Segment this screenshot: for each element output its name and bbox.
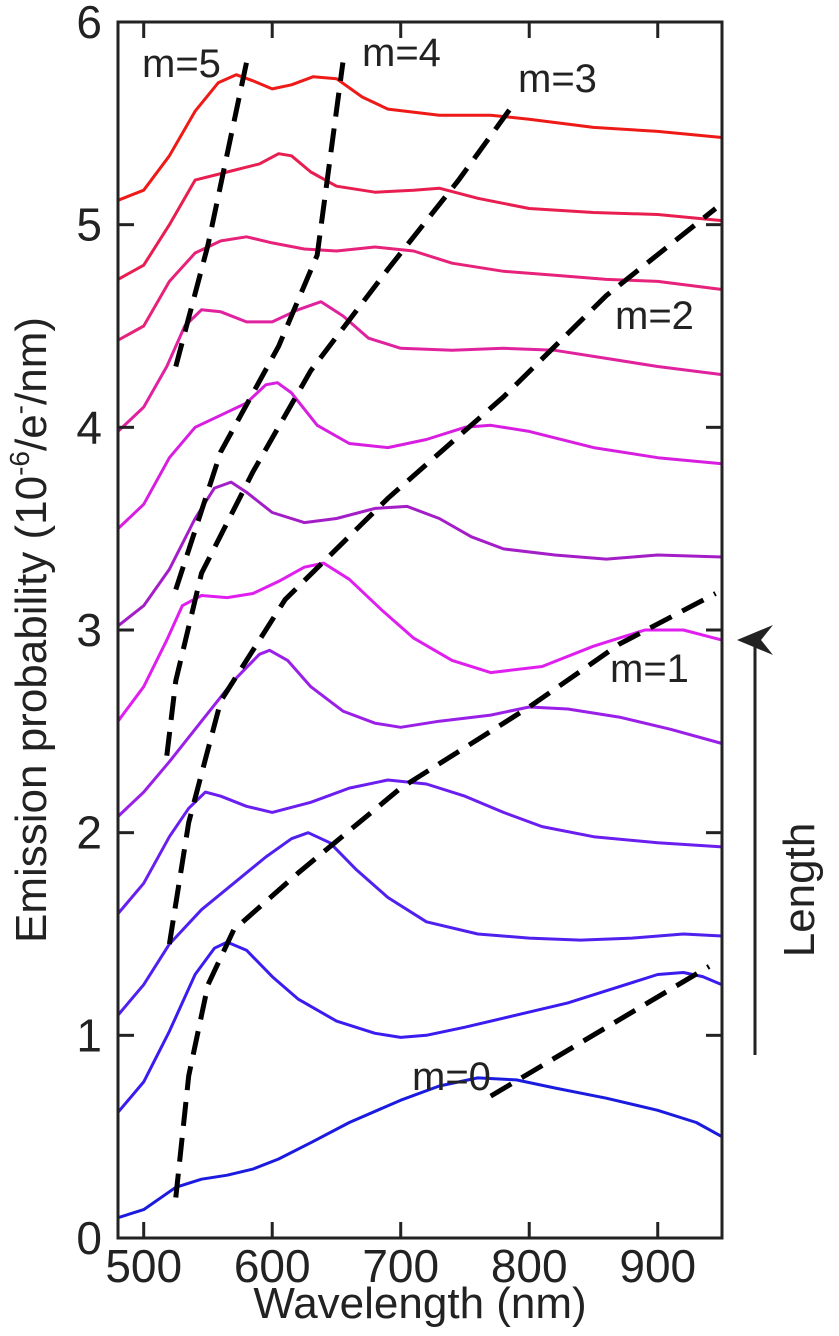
- spectrum-line-11: [117, 73, 723, 202]
- spectrum-line-4: [116, 648, 723, 818]
- mode-label-m5: m=5: [142, 42, 221, 86]
- y-tick-label-6: 6: [76, 0, 102, 48]
- spectrum-line-9: [117, 235, 723, 342]
- y-tick-label-2: 2: [76, 807, 102, 859]
- y-tick-label-4: 4: [76, 401, 102, 453]
- mode-label-m2: m=2: [615, 294, 694, 338]
- spectrum-line-7: [116, 381, 723, 530]
- x-axis-title: Wavelength (nm): [253, 1279, 586, 1328]
- x-tick-label-500: 500: [105, 1240, 182, 1292]
- spectrum-line-3: [116, 778, 723, 915]
- y-tick-label-5: 5: [76, 199, 102, 251]
- spectrum-line-10: [117, 152, 723, 281]
- dashed-line-m0: [489, 964, 711, 1099]
- length-label: Length: [775, 823, 824, 958]
- y-axis-title: Emission probability (10-6/e-/nm): [4, 317, 56, 943]
- x-tick-label-900: 900: [619, 1240, 696, 1292]
- spectrum-line-0: [117, 1076, 723, 1220]
- y-tick-label-1: 1: [76, 1009, 102, 1061]
- x-tick-label-700: 700: [362, 1240, 439, 1292]
- dashed-line-m3: [164, 107, 513, 756]
- spectrum-line-5: [116, 561, 723, 723]
- spectrum-line-2: [116, 831, 723, 1017]
- y-axis-ticks: 0 1 2 3 4 5 6: [76, 0, 722, 1264]
- spectrum-line-6: [117, 480, 723, 628]
- spectra-curves: [116, 73, 723, 1220]
- mode-label-m3: m=3: [518, 57, 597, 101]
- dashed-line-m5: [173, 61, 249, 368]
- x-tick-label-600: 600: [234, 1240, 311, 1292]
- mode-label-m1: m=1: [610, 647, 689, 691]
- dashed-line-m2: [166, 206, 718, 945]
- spectrum-line-1: [116, 940, 723, 1114]
- dashed-line-m4: [173, 62, 346, 591]
- x-tick-label-800: 800: [491, 1240, 568, 1292]
- y-tick-label-0: 0: [76, 1212, 102, 1264]
- y-tick-label-3: 3: [76, 604, 102, 656]
- x-axis-ticks: 500 600 700 800 900: [105, 22, 696, 1292]
- mode-label-m4: m=4: [362, 31, 441, 75]
- dashed-line-m1: [173, 591, 717, 1198]
- mode-label-m0: m=0: [412, 1055, 491, 1099]
- mode-dashed-lines: [164, 61, 718, 1198]
